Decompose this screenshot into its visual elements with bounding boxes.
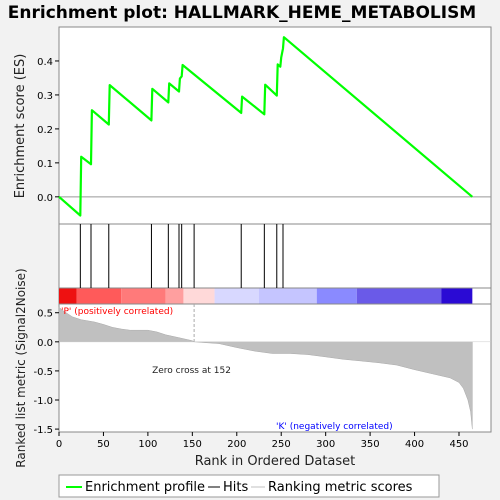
es-y-tick-label: 0.1 bbox=[37, 159, 53, 170]
es-y-axis-label: Enrichment score (ES) bbox=[13, 54, 28, 199]
x-tick-label: 200 bbox=[227, 439, 246, 450]
hits-group bbox=[79, 224, 284, 288]
rank-y-tick-label: 0.5 bbox=[37, 309, 53, 320]
rank-y-tick-label: -0.5 bbox=[33, 367, 53, 378]
color-bar-segment bbox=[76, 288, 122, 304]
rank-series-group bbox=[58, 304, 491, 430]
color-bar-segment bbox=[356, 288, 442, 304]
x-axis-label: Rank in Ordered Dataset bbox=[195, 454, 356, 469]
color-bar bbox=[59, 288, 473, 304]
x-tick-label: 400 bbox=[405, 439, 424, 450]
legend-label-ranking-metric: Ranking metric scores bbox=[268, 480, 413, 495]
rank-y-ticks: 0.5 0.0 -0.5 -1.0 -1.5 bbox=[33, 309, 59, 436]
es-y-ticks: 0.0 0.1 0.2 0.3 0.4 bbox=[37, 57, 59, 204]
color-bar-segment bbox=[183, 288, 215, 304]
legend-label-hits: Hits bbox=[223, 480, 248, 495]
es-panel bbox=[58, 26, 492, 225]
x-tick-label: 350 bbox=[361, 439, 380, 450]
color-bar-segment bbox=[59, 288, 77, 304]
es-y-tick-label: 0.3 bbox=[37, 91, 53, 102]
rank-y-axis-label: Ranked list metric (Signal2Noise) bbox=[14, 268, 28, 467]
rank-y-tick-label: -1.5 bbox=[33, 425, 53, 436]
x-tick-label: 450 bbox=[449, 439, 468, 450]
x-tick-label: 0 bbox=[56, 439, 62, 450]
negative-correlation-label: 'K' (negatively correlated) bbox=[276, 422, 393, 432]
x-tick-label: 250 bbox=[272, 439, 291, 450]
rank-y-tick-label: -1.0 bbox=[33, 396, 53, 407]
color-bar-segment bbox=[316, 288, 357, 304]
es-y-tick-label: 0.2 bbox=[37, 125, 53, 136]
legend-label-enrichment-profile: Enrichment profile bbox=[85, 480, 205, 495]
ranking-metric-area bbox=[58, 306, 473, 430]
zero-cross-label: Zero cross at 152 bbox=[152, 366, 231, 376]
color-bar-segment bbox=[259, 288, 317, 304]
x-tick-label: 100 bbox=[138, 439, 157, 450]
x-tick-label: 50 bbox=[97, 439, 110, 450]
x-axis-ticks: 0 50 100 150 200 250 300 350 400 450 bbox=[56, 432, 469, 450]
x-tick-label: 150 bbox=[183, 439, 202, 450]
color-bar-segment bbox=[165, 288, 184, 304]
hits-panel bbox=[58, 223, 492, 289]
positive-correlation-label: 'P' (positively correlated) bbox=[61, 307, 173, 317]
color-bar-segment bbox=[441, 288, 473, 304]
enrichment-profile-line bbox=[58, 36, 474, 217]
chart-title: Enrichment plot: HALLMARK_HEME_METABOLIS… bbox=[8, 3, 476, 23]
es-y-tick-label: 0.4 bbox=[37, 57, 53, 68]
color-bar-segment bbox=[214, 288, 259, 304]
legend bbox=[58, 474, 440, 498]
es-series-group bbox=[58, 36, 474, 217]
color-bar-segment bbox=[121, 288, 166, 304]
es-y-tick-label: 0.0 bbox=[37, 193, 53, 204]
x-tick-label: 300 bbox=[316, 439, 335, 450]
rank-y-tick-label: 0.0 bbox=[37, 338, 53, 349]
